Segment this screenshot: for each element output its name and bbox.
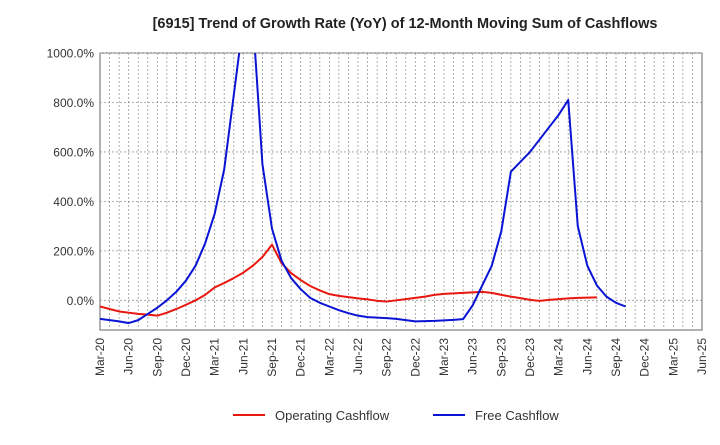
- x-tick-label: Dec-24: [638, 338, 652, 377]
- y-tick-label: 800.0%: [53, 96, 94, 110]
- x-tick-label: Jun-21: [236, 338, 250, 375]
- x-tick-label: Mar-21: [208, 338, 222, 376]
- x-tick-label: Mar-20: [93, 338, 107, 376]
- x-axis-ticks: Mar-20 Jun-20 Sep-20 Dec-20 Mar-21 Jun-21 Sep-…: [93, 338, 709, 377]
- x-tick-label: Sep-24: [609, 338, 623, 377]
- x-tick-label: Sep-21: [265, 338, 279, 377]
- x-tick-label: Sep-22: [380, 338, 394, 377]
- chart-title: [6915] Trend of Growth Rate (YoY) of 12-…: [153, 16, 658, 32]
- x-tick-label: Mar-23: [437, 338, 451, 376]
- x-tick-label: Jun-24: [580, 338, 594, 375]
- x-tick-label: Mar-22: [322, 338, 336, 376]
- series-line-operating-cashflow: [100, 243, 597, 317]
- x-tick-label: Dec-23: [523, 338, 537, 377]
- y-tick-label: 200.0%: [53, 244, 94, 258]
- legend-label: Operating Cashflow: [275, 408, 390, 423]
- x-tick-label: Jun-25: [695, 338, 709, 375]
- y-axis-ticks: 0.0% 200.0% 400.0% 600.0% 800.0% 1000.0%: [47, 47, 95, 308]
- legend-label: Free Cashflow: [475, 408, 559, 423]
- y-tick-label: 1000.0%: [47, 47, 95, 61]
- legend: Operating Cashflow Free Cashflow: [233, 408, 559, 423]
- series-lines: [100, 53, 626, 325]
- x-tick-label: Jun-22: [351, 338, 365, 375]
- x-tick-label: Mar-24: [552, 338, 566, 376]
- x-tick-label: Mar-25: [666, 338, 680, 376]
- x-tick-label: Dec-22: [408, 338, 422, 377]
- y-tick-label: 400.0%: [53, 195, 94, 209]
- x-tick-label: Sep-20: [150, 338, 164, 377]
- x-tick-label: Sep-23: [494, 338, 508, 377]
- plot-area: [99, 52, 703, 331]
- x-tick-label: Dec-21: [294, 338, 308, 377]
- y-tick-label: 0.0%: [67, 294, 95, 308]
- x-tick-label: Jun-20: [122, 338, 136, 375]
- grid: [100, 52, 702, 330]
- y-tick-label: 600.0%: [53, 145, 94, 159]
- x-tick-label: Dec-20: [179, 338, 193, 377]
- x-tick-label: Jun-23: [466, 338, 480, 375]
- series-line-free-cashflow: [100, 53, 626, 325]
